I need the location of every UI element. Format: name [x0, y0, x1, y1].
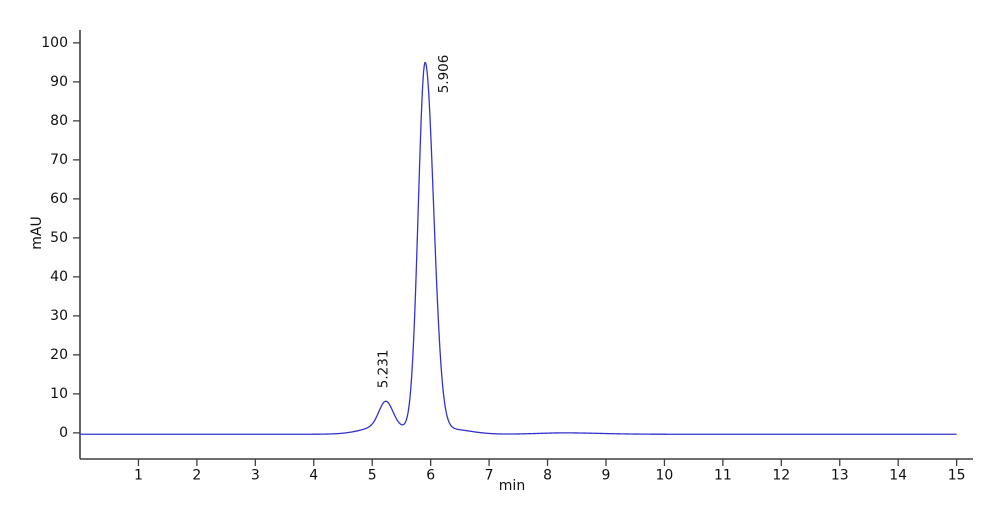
x-tick-label: 15 — [948, 468, 966, 484]
y-tick-label: 10 — [50, 386, 68, 402]
x-tick-label: 12 — [772, 468, 790, 484]
x-tick-label: 11 — [714, 468, 732, 484]
y-tick-label: 60 — [50, 191, 68, 207]
x-tick-label: 2 — [192, 468, 201, 484]
x-tick-label: 6 — [426, 468, 435, 484]
peak-annotations: 5.231 5.906 — [376, 55, 453, 389]
peak-label: 5.231 — [376, 350, 392, 389]
x-tick-label: 8 — [543, 468, 552, 484]
x-tick-label: 10 — [656, 468, 674, 484]
x-tick-label: 13 — [831, 468, 849, 484]
x-tick-label: 9 — [602, 468, 611, 484]
y-tick-label: 80 — [50, 113, 68, 129]
peak-label: 5.906 — [436, 55, 452, 94]
x-tick-label: 5 — [368, 468, 377, 484]
y-tick-label: 90 — [50, 74, 68, 90]
y-tick-label: 70 — [50, 152, 68, 168]
x-tick-label: 4 — [309, 468, 318, 484]
x-tick-label: 3 — [251, 468, 260, 484]
y-tick-label: 40 — [50, 269, 68, 285]
signal-trace — [79, 61, 957, 435]
y-tick-label: 20 — [50, 347, 68, 363]
x-tick-label: 14 — [889, 468, 907, 484]
y-axis: 0 10 20 30 40 50 60 70 80 90 100 — [41, 35, 80, 441]
x-tick-label: 7 — [485, 468, 494, 484]
x-axis: 1 2 3 4 5 6 7 8 9 10 11 12 13 14 15 — [134, 459, 966, 484]
x-tick-label: 1 — [134, 468, 143, 484]
axes — [79, 30, 973, 460]
y-tick-label: 100 — [41, 35, 68, 51]
y-axis-title: mAU — [29, 216, 45, 249]
y-tick-label: 0 — [59, 425, 68, 441]
x-axis-title: min — [499, 478, 525, 494]
y-tick-label: 50 — [50, 230, 68, 246]
y-tick-label: 30 — [50, 308, 68, 324]
